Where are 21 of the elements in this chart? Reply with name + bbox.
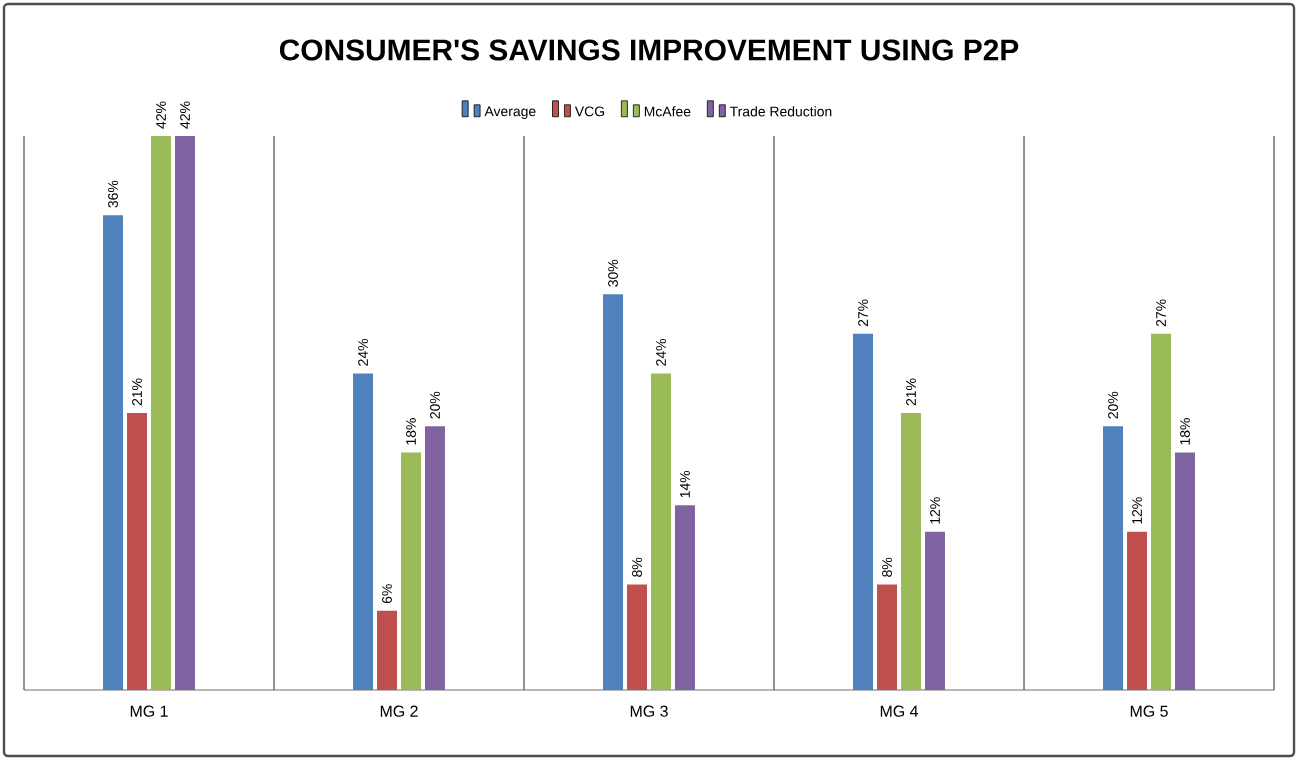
bar bbox=[127, 413, 148, 690]
bar bbox=[377, 610, 398, 690]
bar bbox=[1103, 426, 1124, 690]
bar bbox=[103, 215, 124, 690]
bar bbox=[424, 426, 445, 690]
bar bbox=[603, 294, 624, 690]
bar bbox=[150, 136, 171, 690]
bar bbox=[1151, 333, 1172, 690]
bar bbox=[174, 136, 195, 690]
chart-title: CONSUMER'S SAVINGS IMPROVEMENT USING P2P bbox=[279, 39, 1019, 61]
bar bbox=[901, 413, 921, 690]
bar bbox=[877, 584, 898, 690]
bar bbox=[1127, 531, 1148, 690]
bar bbox=[401, 452, 421, 690]
bar bbox=[1174, 452, 1195, 690]
bar bbox=[674, 505, 695, 690]
bar bbox=[651, 373, 671, 690]
bar bbox=[353, 373, 374, 690]
bar bbox=[853, 333, 874, 690]
bar bbox=[627, 584, 648, 690]
bar bbox=[924, 531, 945, 690]
